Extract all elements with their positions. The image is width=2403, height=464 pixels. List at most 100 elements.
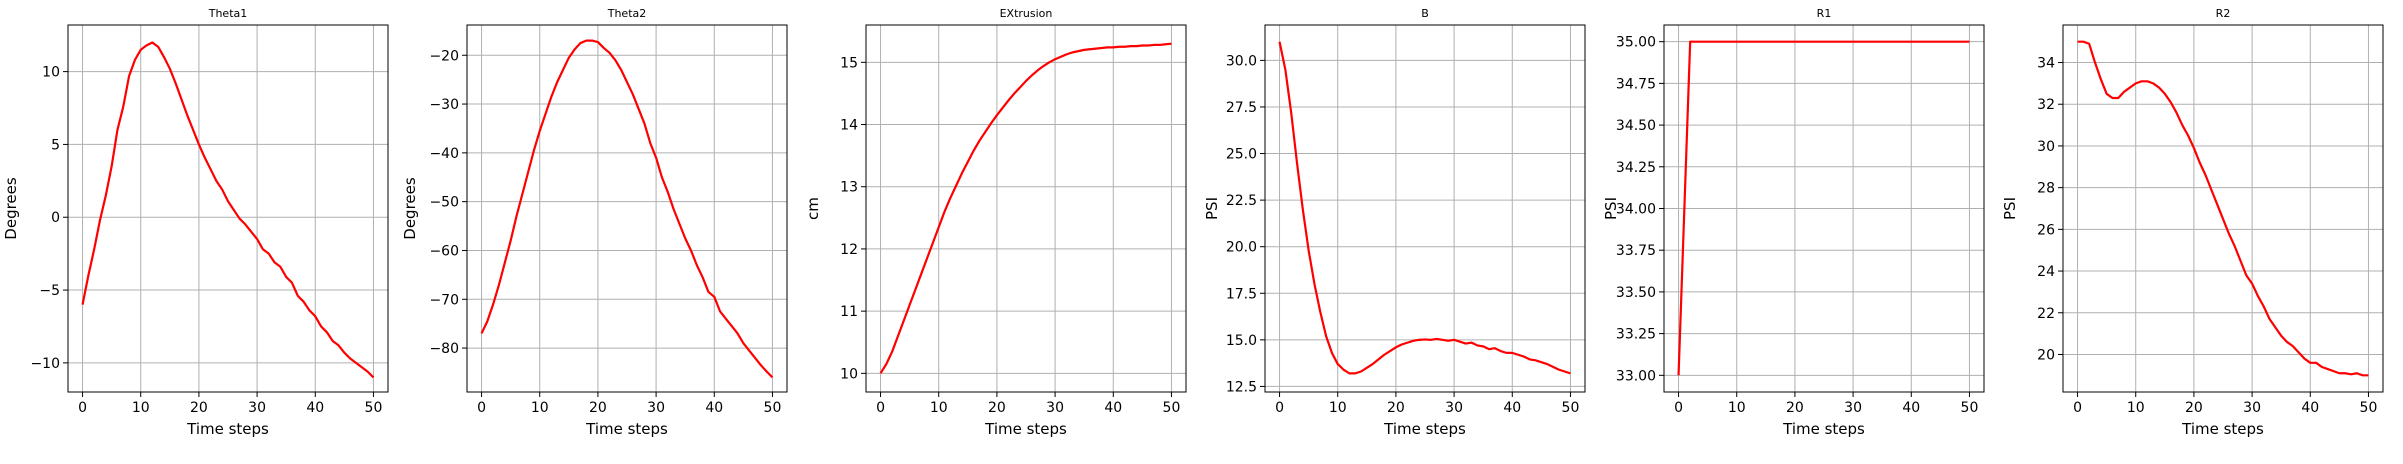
- x-tick-label: 30: [1445, 400, 1463, 416]
- y-axis-label: Degrees: [401, 177, 419, 240]
- y-tick-label: 33.75: [1616, 243, 1656, 259]
- y-tick-label: 12: [840, 242, 858, 258]
- y-tick-label: 24: [2037, 264, 2055, 280]
- y-tick-label: −60: [429, 243, 459, 259]
- x-tick-label: 40: [1503, 400, 1521, 416]
- x-tick-label: 30: [1844, 400, 1862, 416]
- x-tick-label: 10: [2127, 400, 2145, 416]
- subplot-b: B Time steps PSI 0 10 20 30 40 50 12.5 15.0 17.5…: [1203, 7, 1586, 438]
- series-line: [879, 42, 1172, 374]
- gridlines: [866, 25, 1186, 392]
- y-axis-label: PSI: [1602, 197, 1620, 220]
- series-line: [480, 39, 774, 379]
- x-tick-label: 20: [1786, 400, 1804, 416]
- x-tick-label: 50: [764, 400, 782, 416]
- chart-title: Theta2: [607, 7, 647, 20]
- x-axis-label: Time steps: [984, 420, 1067, 438]
- y-tick-label: 34: [2037, 56, 2055, 72]
- y-axis-label: PSI: [2001, 197, 2019, 220]
- y-tick-label: 20: [2037, 347, 2055, 363]
- chart-title: R1: [1817, 7, 1832, 20]
- axes-frame: [865, 24, 1187, 393]
- chart-title: R2: [2216, 7, 2231, 20]
- y-axis-label: cm: [804, 197, 822, 220]
- y-tick-label: 10: [42, 65, 60, 81]
- y-tick-label: 26: [2037, 222, 2055, 238]
- x-tick-label: 50: [365, 400, 383, 416]
- y-tick-label: 30: [2037, 139, 2055, 155]
- x-tick-label: 20: [190, 400, 208, 416]
- axes-frame: [466, 24, 788, 393]
- subplot-theta2: Theta2 Time steps Degrees 0 10 20 30 40 50 −80…: [401, 7, 788, 438]
- y-tick-label: 30.0: [1226, 53, 1257, 69]
- y-tick-label: 12.5: [1226, 379, 1257, 395]
- chart-title: Theta1: [208, 7, 248, 20]
- subplot-r2: R2 Time steps PSI 0 10 20 30 40 50 20 22 24 26 28 3…: [2001, 7, 2384, 438]
- x-axis-label: Time steps: [186, 420, 269, 438]
- y-tick-label: 34.25: [1616, 160, 1656, 176]
- series-line: [81, 41, 375, 379]
- x-tick-label: 30: [1046, 400, 1064, 416]
- y-tick-label: 11: [840, 304, 858, 320]
- x-tick-label: 50: [1961, 400, 1979, 416]
- y-tick-label: 22.5: [1226, 193, 1257, 209]
- y-tick-label: 33.00: [1616, 368, 1656, 384]
- series-line: [1278, 41, 1571, 375]
- y-tick-label: 35.00: [1616, 35, 1656, 51]
- x-tick-label: 0: [477, 400, 486, 416]
- x-tick-label: 30: [647, 400, 665, 416]
- x-tick-label: 40: [1902, 400, 1920, 416]
- axes-frame: [2062, 24, 2384, 393]
- y-tick-label: 33.25: [1616, 327, 1656, 343]
- x-tick-label: 0: [1275, 400, 1284, 416]
- y-tick-label: 25.0: [1226, 147, 1257, 163]
- y-tick-label: 34.00: [1616, 202, 1656, 218]
- gridlines: [68, 25, 388, 392]
- y-tick-label: −50: [429, 195, 459, 211]
- y-tick-label: 28: [2037, 181, 2055, 197]
- y-tick-label: 34.75: [1616, 76, 1656, 92]
- x-tick-label: 40: [2301, 400, 2319, 416]
- chart-title: B: [1421, 7, 1429, 20]
- x-tick-label: 10: [1728, 400, 1746, 416]
- x-tick-label: 50: [2360, 400, 2378, 416]
- x-tick-label: 0: [876, 400, 885, 416]
- gridlines: [2063, 25, 2383, 392]
- x-tick-label: 20: [1387, 400, 1405, 416]
- y-tick-label: 33.50: [1616, 285, 1656, 301]
- x-tick-label: 40: [306, 400, 324, 416]
- axes-frame: [67, 24, 389, 393]
- x-tick-label: 20: [2185, 400, 2203, 416]
- y-tick-label: −20: [429, 48, 459, 64]
- y-tick-label: 0: [51, 210, 60, 226]
- gridlines: [467, 25, 787, 392]
- y-axis-label: Degrees: [2, 177, 20, 240]
- x-tick-label: 10: [930, 400, 948, 416]
- x-tick-label: 30: [248, 400, 266, 416]
- x-tick-label: 40: [1104, 400, 1122, 416]
- x-tick-label: 20: [589, 400, 607, 416]
- y-tick-label: −40: [429, 146, 459, 162]
- axes-frame: [1264, 24, 1586, 393]
- x-tick-label: 50: [1562, 400, 1580, 416]
- y-tick-label: −80: [429, 341, 459, 357]
- chart-title: EXtrusion: [1000, 7, 1053, 20]
- x-axis-label: Time steps: [585, 420, 668, 438]
- x-tick-label: 40: [705, 400, 723, 416]
- series-line: [1677, 40, 1970, 376]
- x-axis-label: Time steps: [2181, 420, 2264, 438]
- y-tick-label: 34.50: [1616, 118, 1656, 134]
- x-tick-label: 20: [988, 400, 1006, 416]
- series-line: [2077, 40, 2369, 377]
- y-tick-label: −10: [30, 356, 60, 372]
- y-tick-label: 5: [51, 137, 60, 153]
- y-tick-label: −30: [429, 97, 459, 113]
- x-tick-label: 50: [1163, 400, 1181, 416]
- y-tick-label: 13: [840, 180, 858, 196]
- x-axis-label: Time steps: [1383, 420, 1466, 438]
- y-tick-label: −5: [39, 283, 60, 299]
- x-tick-label: 0: [78, 400, 87, 416]
- x-axis-label: Time steps: [1782, 420, 1865, 438]
